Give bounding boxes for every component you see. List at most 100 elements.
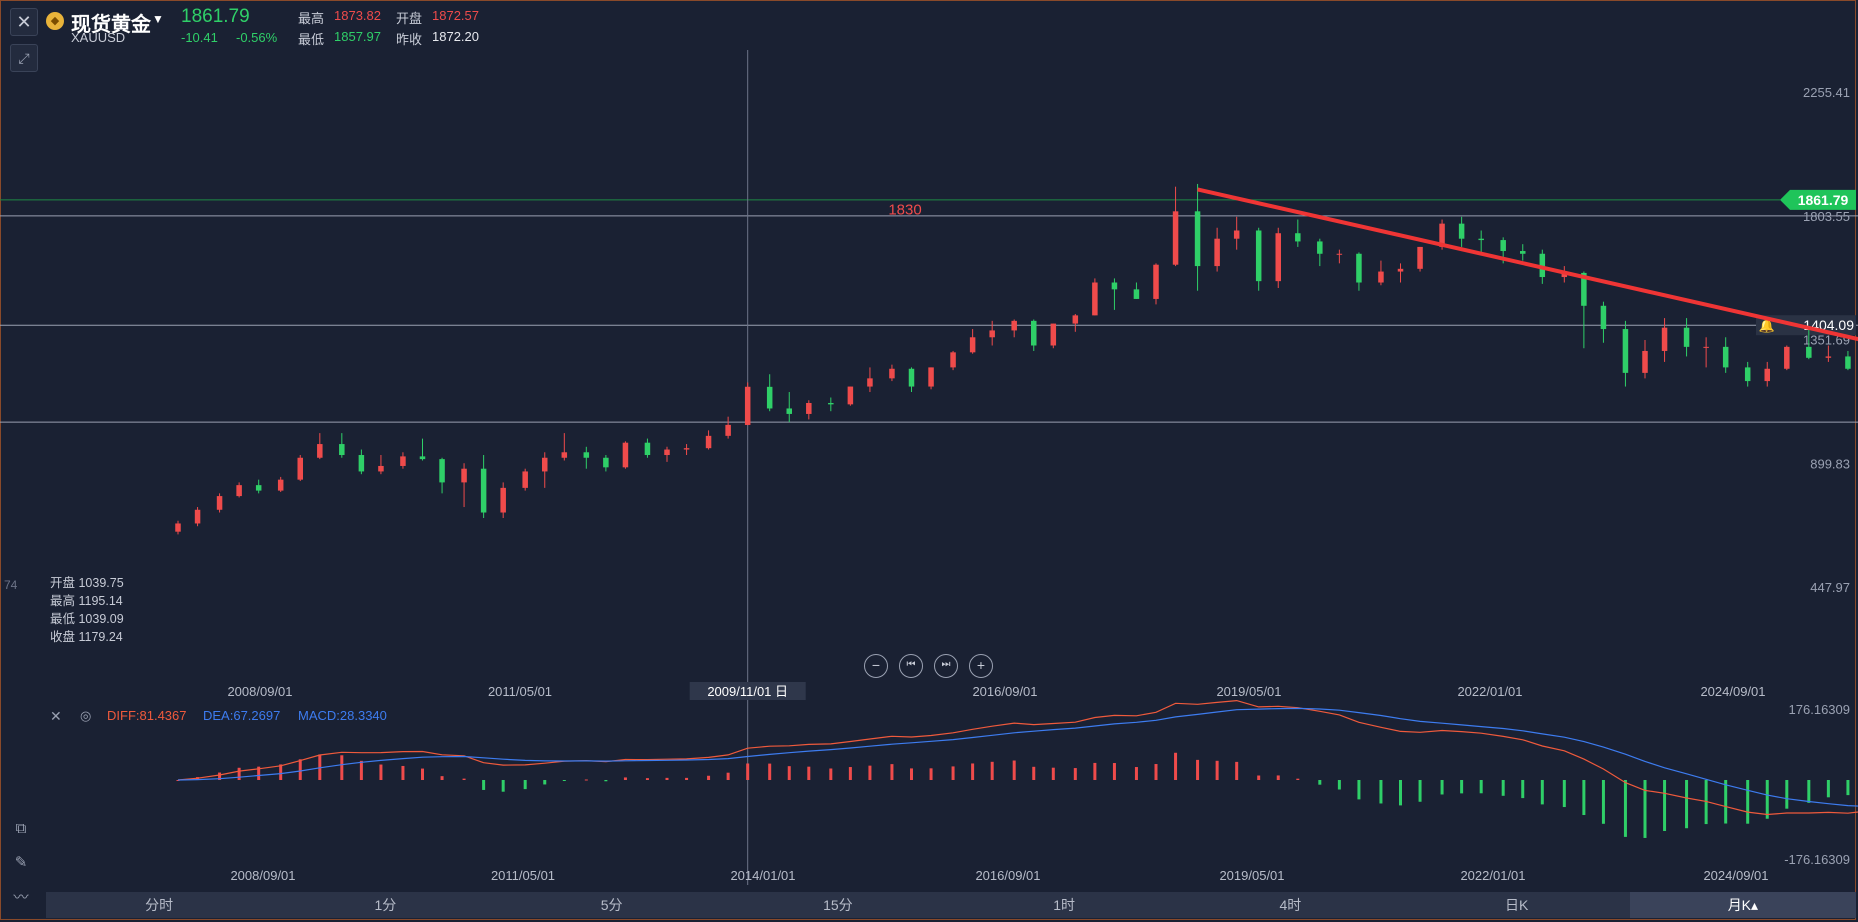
macd-bar-35 (890, 764, 894, 780)
candle-8 (339, 444, 345, 456)
chevron-down-icon[interactable]: ▼ (152, 12, 164, 26)
candle-6 (297, 457, 303, 480)
zoom-in-icon: + (976, 657, 986, 673)
candle-41 (1011, 320, 1017, 331)
close-button[interactable]: ✕ (10, 8, 38, 36)
candle-47 (1133, 289, 1140, 299)
zoom-out-button[interactable]: − (864, 654, 888, 678)
candle-69 (1581, 272, 1587, 306)
macd-bar-63 (1460, 780, 1464, 794)
macd-x-tick-1: 2011/05/01 (491, 868, 555, 883)
x-tick-label-4: 2019/05/01 (1216, 684, 1281, 699)
high-value: 1873.82 (334, 8, 381, 23)
tab-timeframe-6[interactable]: 日K (1504, 897, 1529, 913)
candle-28 (744, 386, 751, 425)
macd-bar-61 (1418, 780, 1422, 802)
tab-timeframe-1[interactable]: 1分 (374, 897, 397, 913)
candle-18 (542, 457, 548, 472)
tab-timeframe-3[interactable]: 15分 (823, 897, 853, 913)
macd-bar-39 (971, 763, 975, 780)
draw-tool-button[interactable]: ⤢ (10, 44, 38, 72)
candle-27 (725, 424, 731, 436)
macd-x-tick-5: 2022/01/01 (1460, 868, 1525, 883)
pen-icon[interactable]: ✎ (14, 854, 28, 871)
y-tick-label-0: 2255.41 (1803, 85, 1850, 100)
candle-21 (603, 457, 609, 468)
step-forward-icon: ⏭ (941, 659, 951, 670)
candle-81 (1825, 356, 1832, 358)
candle-78 (1764, 368, 1770, 382)
candle-72 (1642, 350, 1648, 373)
candle-44 (1072, 315, 1079, 324)
tab-timeframe-0[interactable]: 分时 (145, 897, 174, 913)
y-tick-label-4: 447.97 (1810, 580, 1850, 595)
macd-bar-42 (1032, 766, 1036, 780)
cursor-high: 最高 1195.14 (50, 594, 123, 608)
macd-bar-18 (543, 780, 547, 785)
step-back-button[interactable]: ⏮ (899, 654, 923, 678)
macd-bar-11 (401, 765, 405, 780)
candle-52 (1233, 230, 1240, 239)
candle-77 (1744, 367, 1751, 382)
macd-bar-34 (868, 765, 872, 780)
candle-75 (1703, 346, 1709, 348)
y-tick-label-3: 899.83 (1810, 456, 1850, 471)
prev-close-label: 昨收 (396, 32, 423, 47)
macd-bar-50 (1196, 759, 1200, 780)
tab-timeframe-4[interactable]: 1时 (1053, 897, 1076, 913)
macd-bar-56 (1318, 780, 1322, 785)
macd-bar-28 (746, 763, 750, 780)
step-forward-button[interactable]: ⏭ (934, 654, 958, 678)
settings-icon[interactable]: ◎ (80, 708, 92, 723)
macd-bar-73 (1663, 780, 1667, 831)
macd-bar-6 (298, 759, 302, 780)
candle-4 (255, 485, 262, 491)
line-chart-icon[interactable]: 〰 (13, 888, 29, 906)
macd-diff-value: DIFF:81.4367 (107, 708, 187, 723)
symbol-name[interactable]: 现货黄金 (71, 14, 151, 36)
macd-bar-80 (1807, 780, 1811, 803)
macd-bar-0 (176, 780, 180, 781)
candle-22 (622, 442, 629, 468)
candle-12 (419, 456, 426, 460)
indicator-icon[interactable]: ⧉ (15, 819, 27, 837)
candle-20 (583, 452, 590, 458)
macd-bar-46 (1112, 763, 1116, 780)
price-change: -10.41 (181, 30, 218, 45)
macd-bar-23 (645, 778, 649, 780)
macd-bar-71 (1623, 780, 1627, 837)
macd-bar-16 (501, 780, 505, 792)
candle-46 (1111, 282, 1118, 290)
macd-bar-69 (1582, 780, 1586, 816)
tab-timeframe-2[interactable]: 5分 (600, 897, 623, 913)
macd-bar-79 (1785, 780, 1789, 809)
candle-42 (1031, 320, 1037, 346)
macd-bar-60 (1399, 780, 1402, 806)
tab-timeframe-5[interactable]: 4时 (1279, 897, 1302, 913)
macd-close-icon[interactable]: ✕ (50, 708, 62, 724)
macd-bar-53 (1257, 775, 1261, 780)
candle-39 (969, 337, 976, 353)
macd-bar-21 (604, 780, 608, 782)
macd-bar-24 (665, 777, 669, 780)
price-line-label: 1861.79 (1798, 192, 1849, 208)
candle-48 (1153, 264, 1159, 299)
candle-13 (439, 459, 445, 483)
macd-dea-line (177, 707, 1858, 807)
zoom-in-button[interactable]: + (969, 654, 993, 678)
candle-35 (889, 368, 895, 379)
candle-50 (1194, 211, 1201, 267)
macd-bar-62 (1440, 780, 1444, 795)
candle-26 (705, 435, 712, 449)
macd-bar-33 (848, 767, 852, 780)
timeframe-bar: 分时 1分 5分 15分 1时 4时 日K 月K▴ (46, 892, 1856, 918)
macd-bar-41 (1012, 760, 1016, 780)
macd-bar-38 (951, 766, 955, 780)
candle-15 (480, 468, 487, 513)
candle-19 (561, 452, 568, 458)
symbol-code: XAUUSD (71, 30, 126, 45)
tab-timeframe-7[interactable]: 月K▴ (1629, 892, 1856, 918)
candle-80 (1806, 346, 1812, 358)
